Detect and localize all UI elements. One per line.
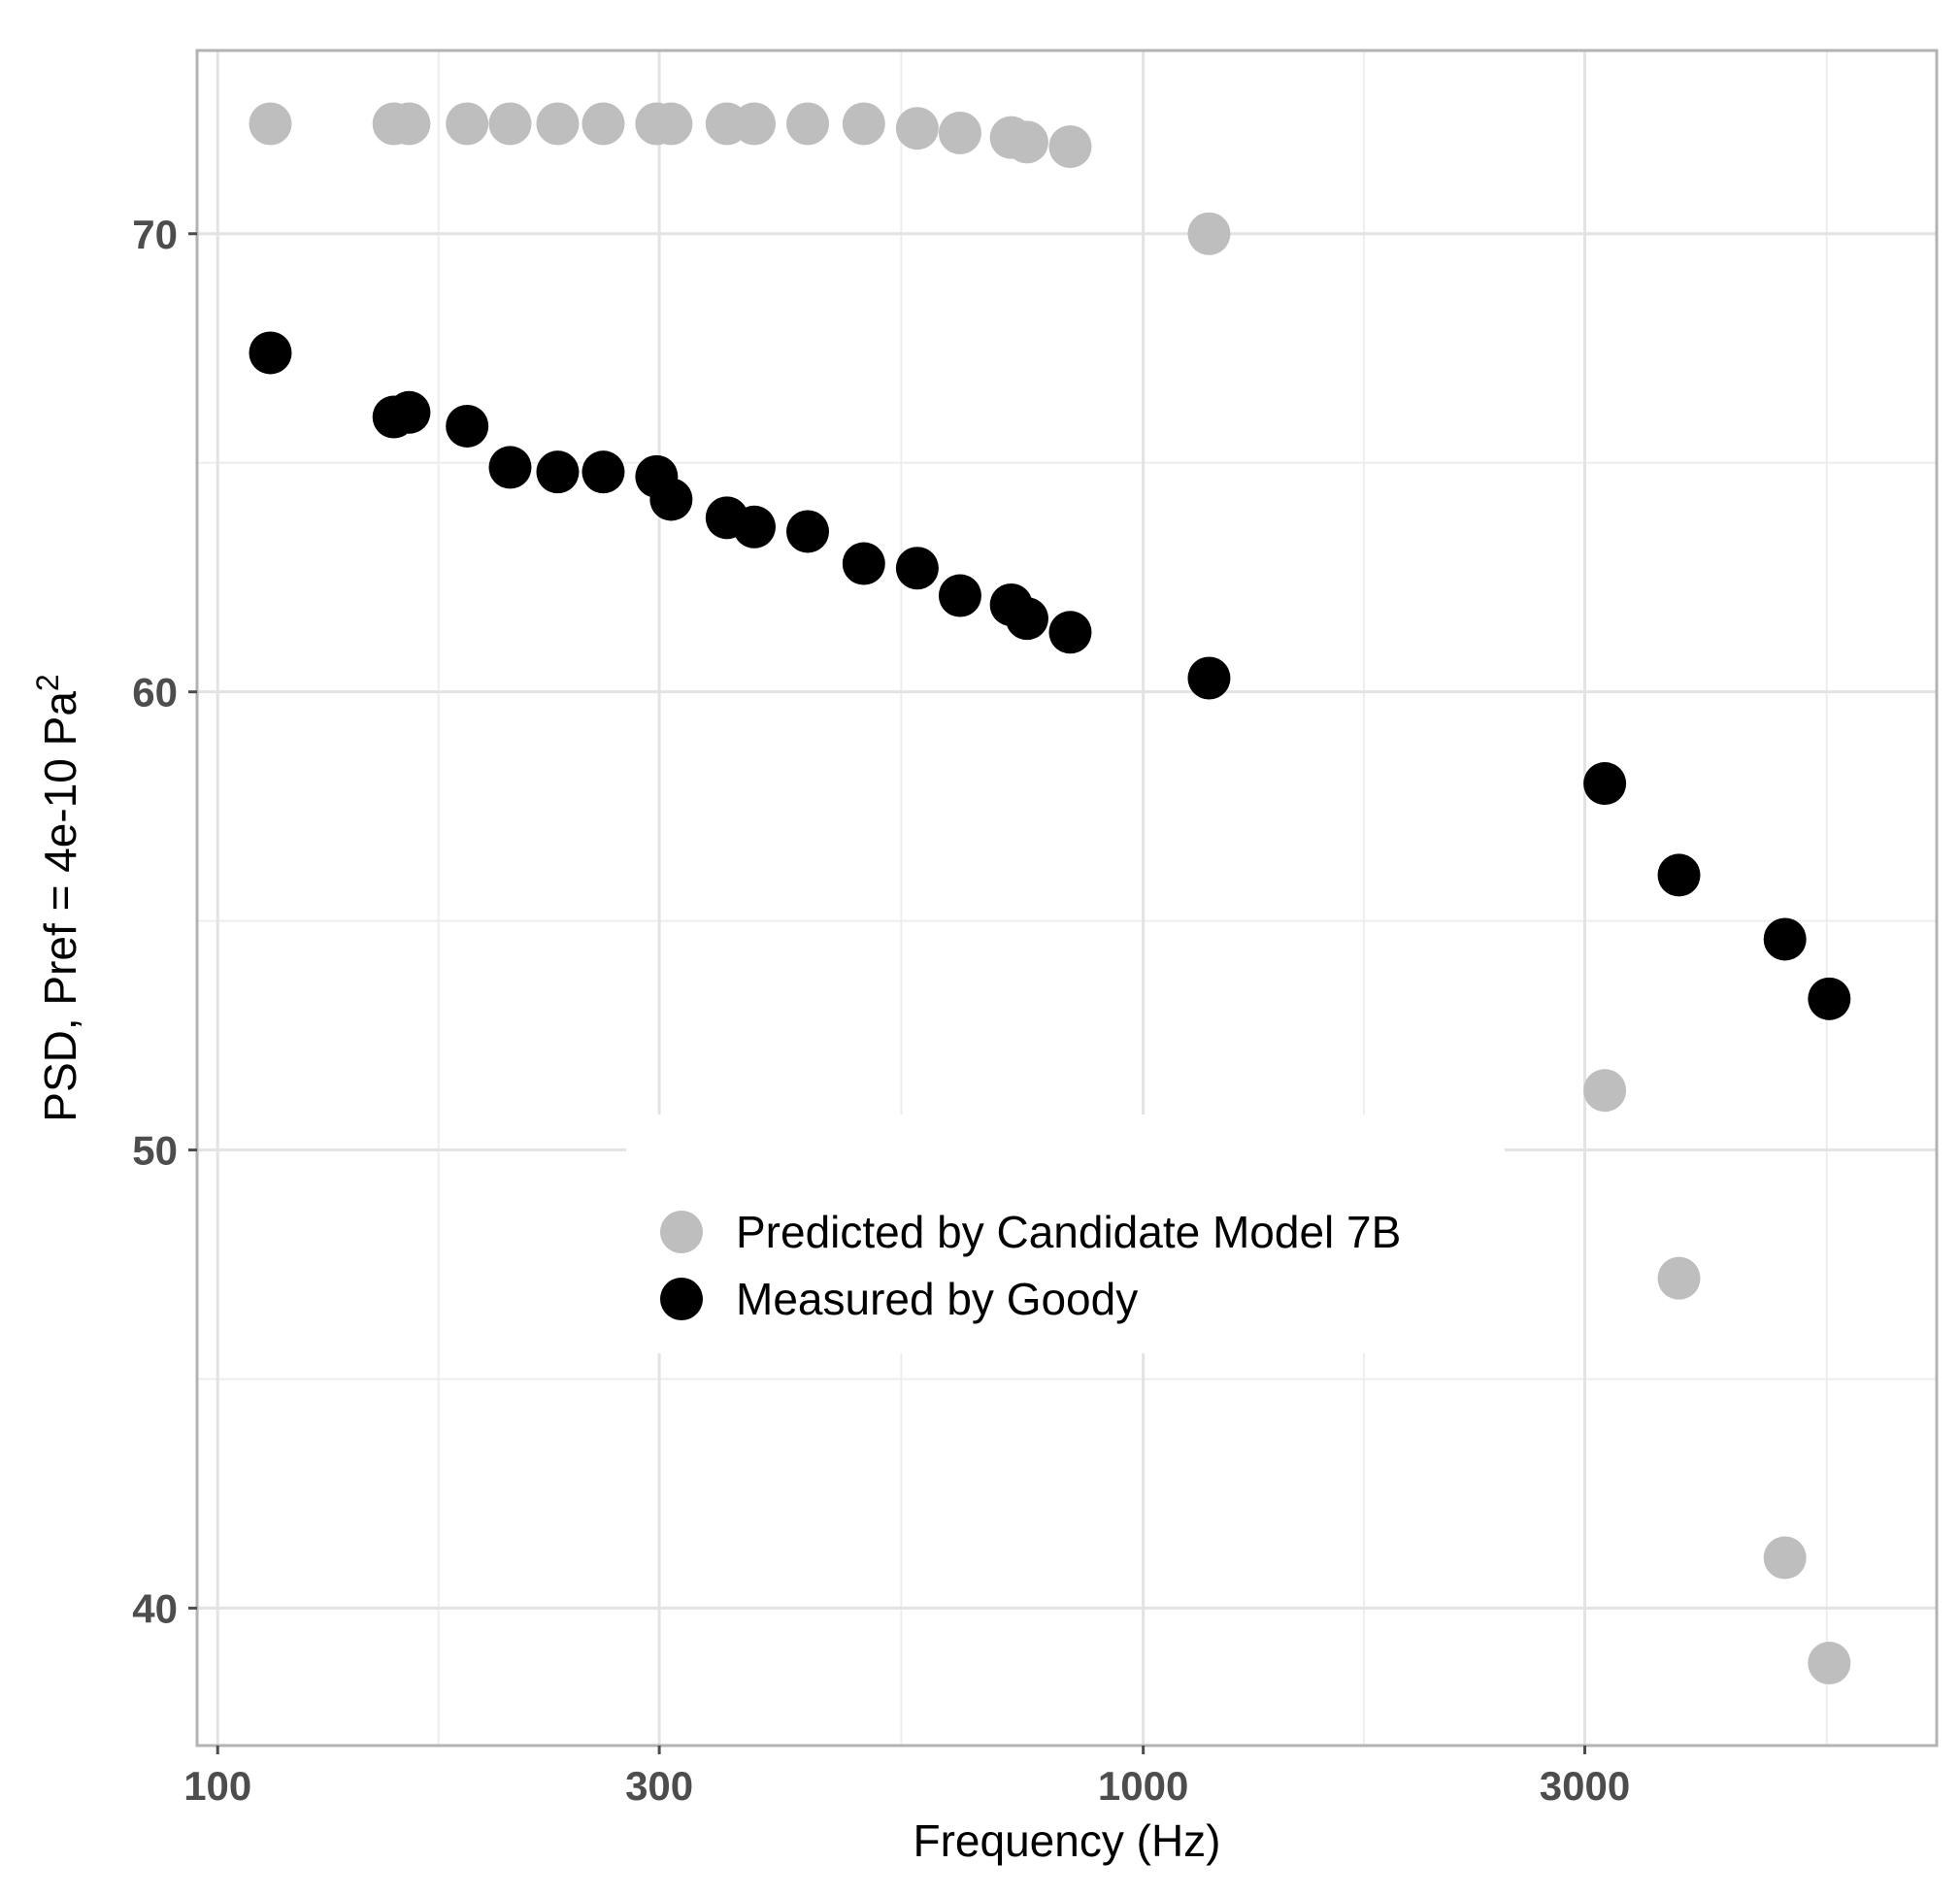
measured-point [786, 510, 829, 552]
predicted-point [939, 112, 981, 154]
predicted-point [649, 103, 692, 146]
predicted-point [1658, 1257, 1701, 1300]
measured-point [1048, 611, 1091, 653]
measured-point [536, 450, 579, 493]
y-axis-title-superscript: 2 [30, 674, 65, 691]
chart: Predicted by Candidate Model 7B Measured… [0, 0, 1960, 1892]
predicted-point [1764, 1537, 1807, 1580]
predicted-point [1583, 1069, 1626, 1112]
y-tick-label: 60 [132, 670, 178, 716]
measured-point [249, 331, 291, 374]
predicted-point [387, 103, 430, 146]
measured-point [1658, 853, 1701, 896]
predicted-point [1006, 120, 1048, 163]
measured-point [649, 478, 692, 520]
predicted-point [488, 103, 531, 146]
predicted-point [1187, 213, 1230, 255]
legend: Predicted by Candidate Model 7B Measured… [626, 1115, 1505, 1353]
x-axis-title: Frequency (Hz) [914, 1815, 1221, 1866]
x-tick-label: 1000 [1098, 1763, 1188, 1809]
x-tick-labels: 100 300 1000 3000 [183, 1746, 1630, 1809]
y-axis-title: PSD, Pref = 4e-10 Pa2 [30, 674, 85, 1121]
predicted-point [896, 107, 939, 150]
measured-point [488, 446, 531, 488]
predicted-point [786, 103, 829, 146]
predicted-point [581, 103, 624, 146]
predicted-point [536, 103, 579, 146]
measured-point [1187, 656, 1230, 699]
y-axis-title-main: PSD, Pref = 4e-10 Pa [35, 691, 85, 1122]
predicted-point [733, 103, 776, 146]
y-tick-labels: 40 50 60 70 [132, 212, 197, 1632]
measured-point [581, 450, 624, 493]
legend-key-predicted [660, 1211, 703, 1253]
measured-point [896, 547, 939, 589]
predicted-point [843, 103, 885, 146]
x-tick-label: 3000 [1540, 1763, 1630, 1809]
measured-point [733, 506, 776, 549]
predicted-point [1048, 125, 1091, 168]
legend-label-measured: Measured by Goody [736, 1274, 1138, 1324]
measured-point [1006, 597, 1048, 640]
measured-point [1583, 762, 1626, 805]
predicted-point [1808, 1642, 1850, 1684]
legend-label-predicted: Predicted by Candidate Model 7B [736, 1207, 1401, 1257]
measured-point [446, 405, 488, 448]
scatter-plot: Predicted by Candidate Model 7B Measured… [0, 0, 1960, 1892]
measured-point [843, 543, 885, 585]
legend-key-measured [660, 1278, 703, 1320]
measured-point [1808, 978, 1850, 1020]
measured-point [939, 575, 981, 617]
measured-point [1764, 917, 1807, 960]
y-tick-label: 70 [132, 212, 178, 257]
predicted-point [446, 103, 488, 146]
y-tick-label: 50 [132, 1128, 178, 1174]
predicted-point [249, 103, 291, 146]
x-tick-label: 300 [625, 1763, 693, 1809]
x-tick-label: 100 [183, 1763, 251, 1809]
y-tick-label: 40 [132, 1585, 178, 1631]
measured-point [387, 391, 430, 434]
plot-panel [197, 50, 1937, 1746]
